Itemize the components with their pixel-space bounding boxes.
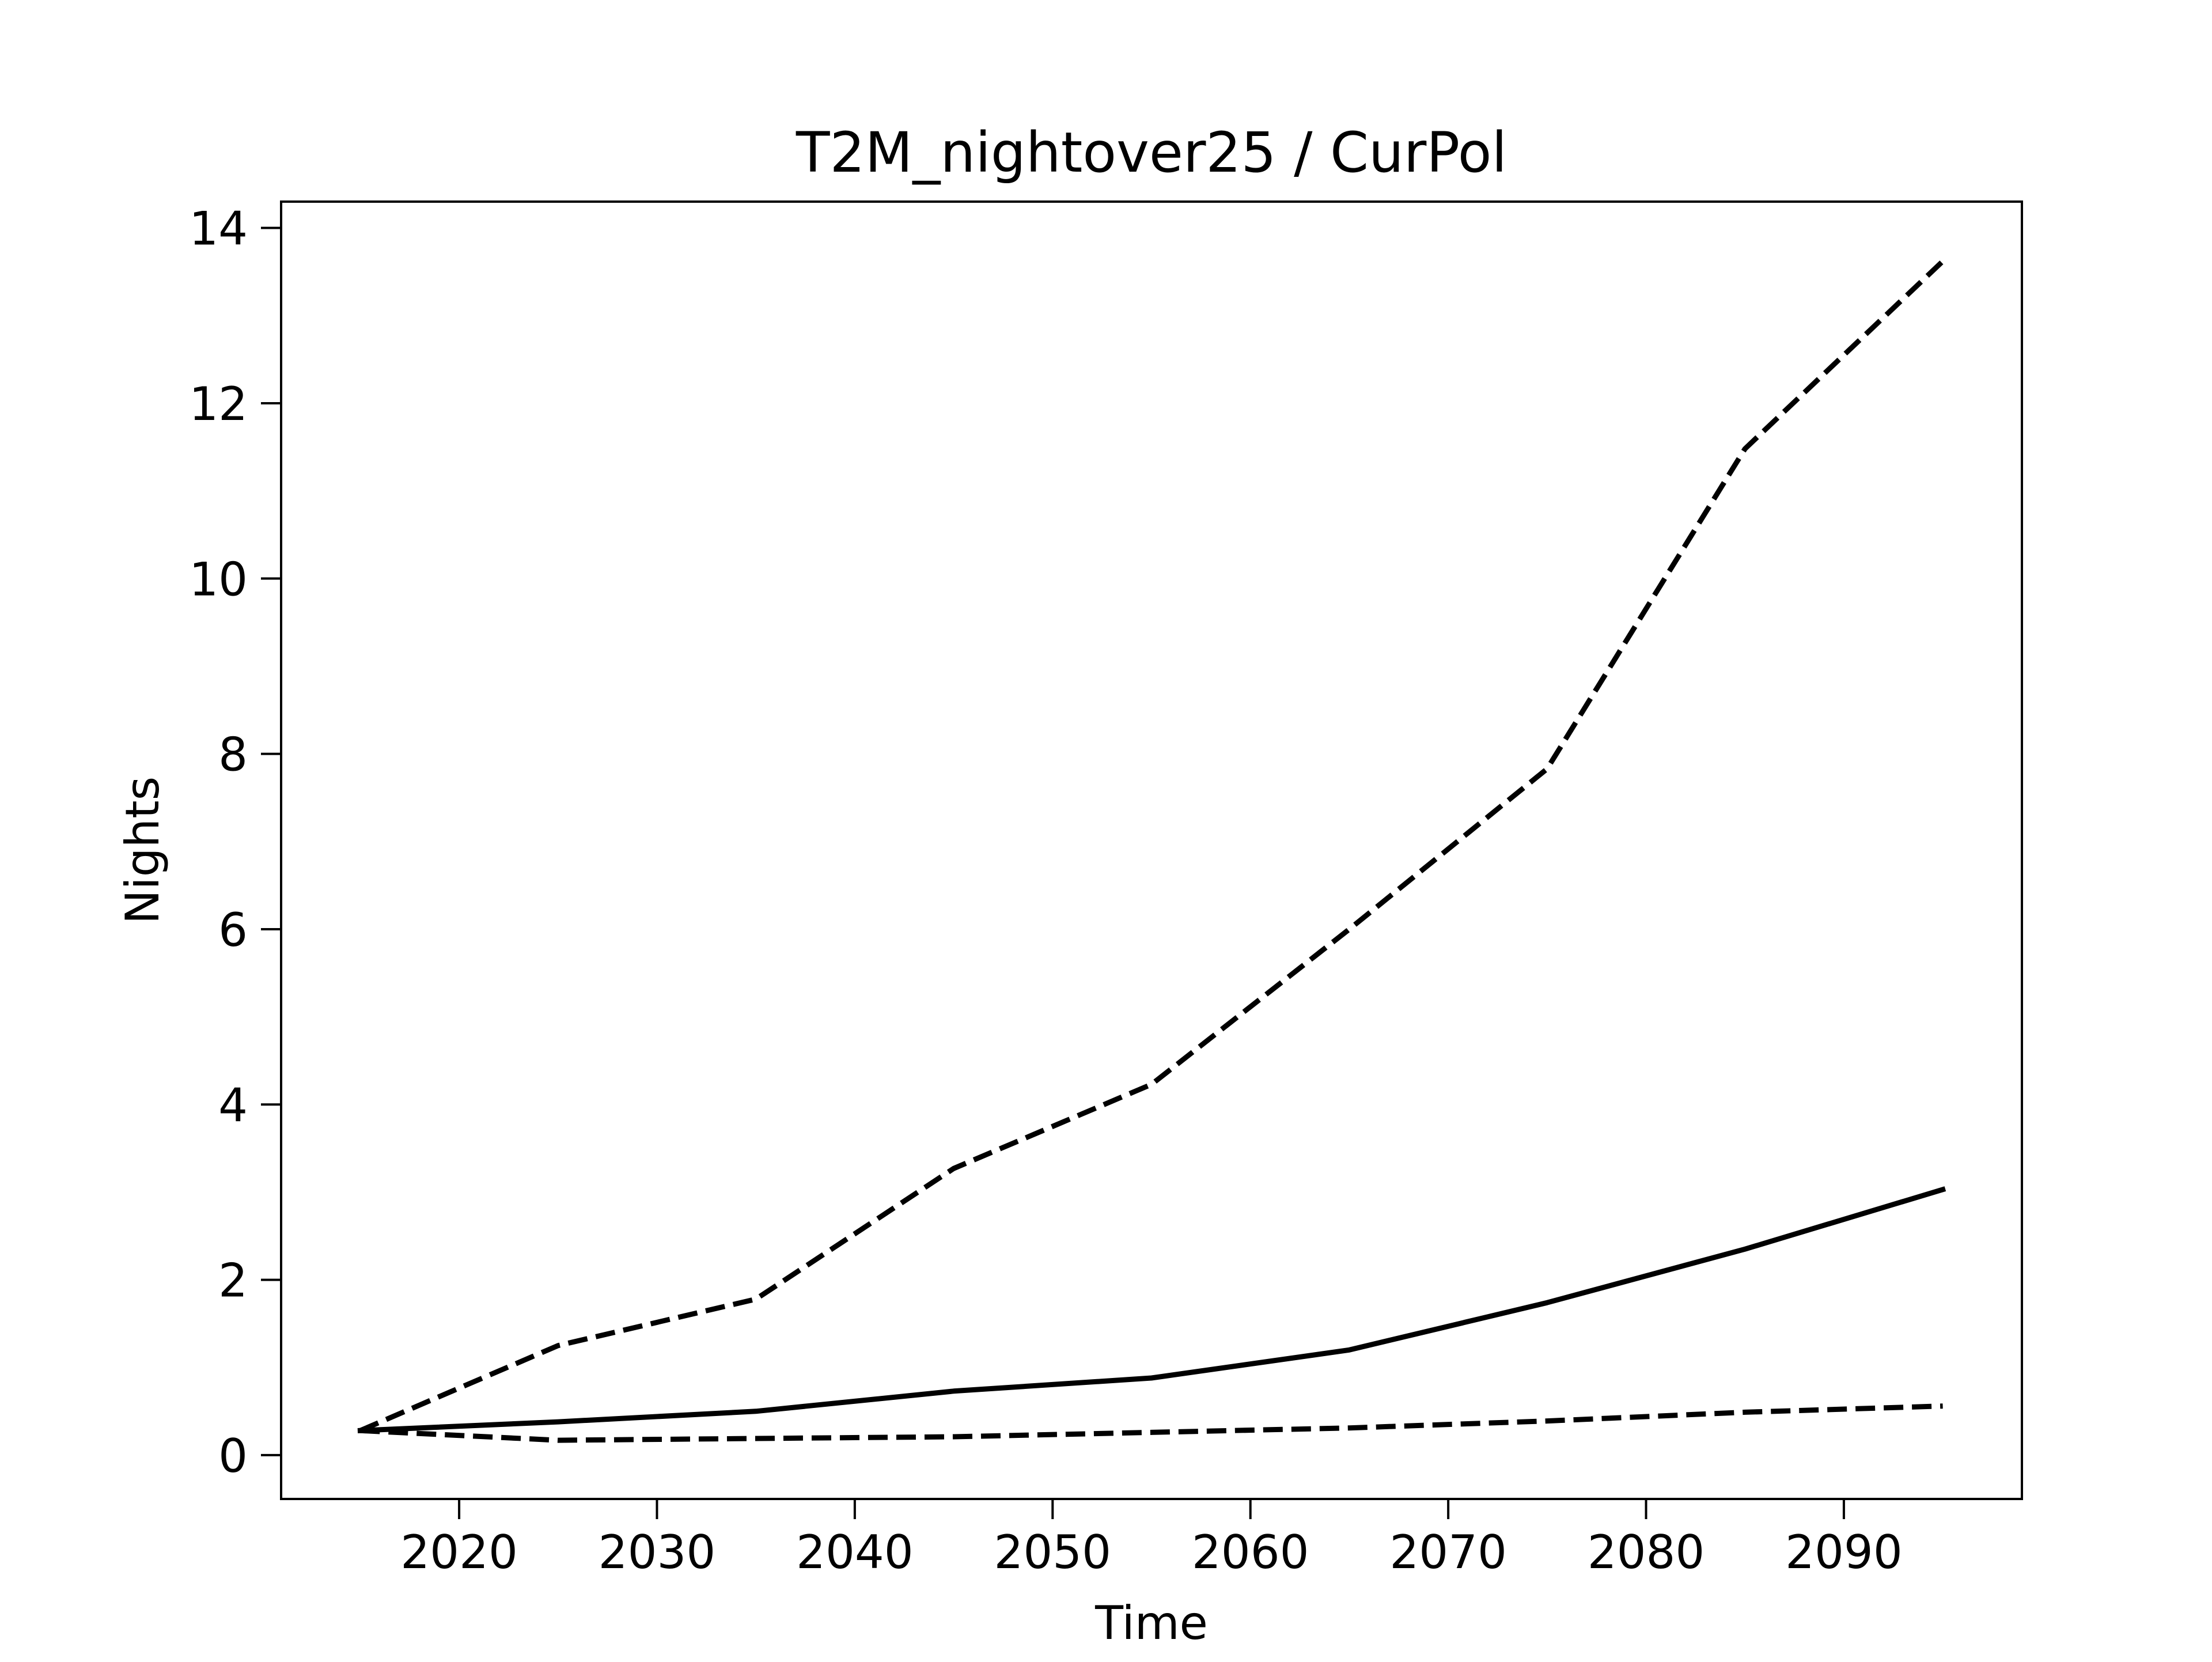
y-tick-label: 4	[218, 1078, 248, 1132]
y-tick-label: 0	[218, 1429, 248, 1483]
y-tick-label: 12	[189, 377, 248, 431]
series-line-1	[359, 259, 1945, 1433]
series-line-3	[360, 1403, 1943, 1443]
y-tick-label: 2	[218, 1254, 248, 1308]
x-tick-label: 2050	[994, 1525, 1111, 1579]
x-tick-label: 2060	[1192, 1525, 1309, 1579]
series-line-2	[357, 1186, 1946, 1433]
x-tick-label: 2020	[400, 1525, 518, 1579]
x-tick-label: 2030	[599, 1525, 716, 1579]
series-layer	[357, 259, 1946, 1443]
x-tick-label: 2080	[1588, 1525, 1705, 1579]
x-axis-label: Time	[1094, 1596, 1208, 1650]
chart-title: T2M_nightover25 / CurPol	[796, 120, 1507, 185]
y-tick-label: 14	[189, 202, 248, 256]
y-axis: 0 2 4 6 8 10 12 14	[189, 202, 281, 1483]
y-tick-label: 10	[189, 552, 248, 606]
plot-frame	[280, 200, 2023, 1500]
y-tick-label: 8	[218, 728, 248, 782]
x-axis: 2020 2030 2040 2050 2060 2070 2080 2090	[400, 1499, 1903, 1579]
y-axis-label: Nights	[116, 777, 169, 925]
x-tick-label: 2090	[1785, 1525, 1903, 1579]
x-tick-label: 2070	[1389, 1525, 1507, 1579]
y-tick-label: 6	[218, 903, 248, 957]
x-tick-label: 2040	[796, 1525, 914, 1579]
